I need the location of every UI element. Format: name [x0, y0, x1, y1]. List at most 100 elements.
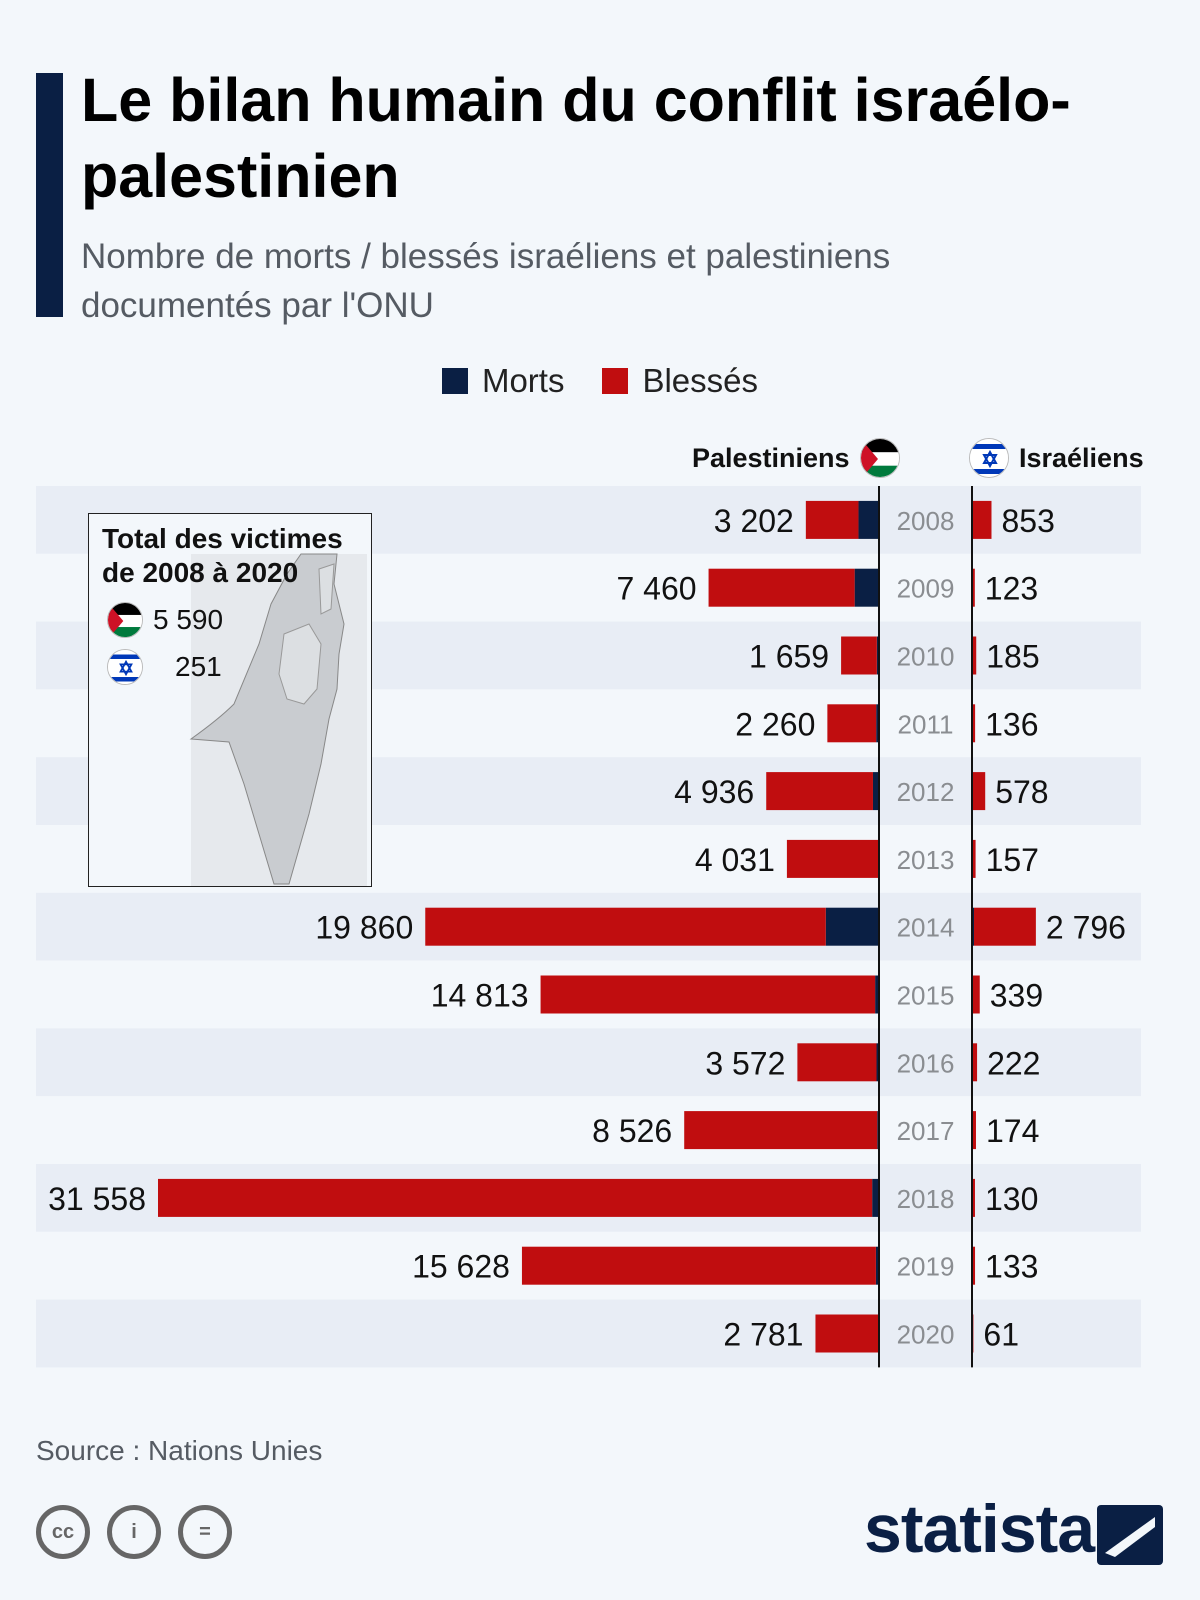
bar-palestinian-blesses [521, 1246, 876, 1285]
palestinian-total-label: 3 572 [705, 1045, 785, 1081]
legend: Morts Blessés [0, 362, 1200, 400]
bar-palestinian-morts [825, 907, 879, 946]
bar-palestinian-blesses [540, 975, 876, 1014]
bar-palestinian-morts [876, 704, 879, 743]
bar-palestinian-blesses [827, 704, 877, 743]
bar-israeli-blesses [972, 975, 980, 1014]
year-label: 2009 [897, 574, 955, 604]
palestinian-total-label: 2 260 [735, 706, 815, 742]
bar-israeli-blesses [972, 1111, 976, 1150]
israeli-total-label: 578 [995, 774, 1048, 810]
palestine-flag-icon [107, 602, 143, 638]
year-label: 2017 [897, 1116, 955, 1146]
bar-palestinian-morts [875, 975, 879, 1014]
bar-israeli-blesses [972, 1043, 978, 1082]
palestinian-total-value: 5 590 [153, 604, 224, 635]
year-label: 2020 [897, 1320, 955, 1350]
bar-palestinian-blesses [797, 1043, 877, 1082]
bar-israeli-blesses [972, 500, 992, 539]
row-background [36, 1096, 1141, 1164]
bar-palestinian-morts [872, 772, 879, 811]
row-background [36, 1028, 1141, 1097]
palestinian-total-label: 2 781 [723, 1317, 803, 1353]
bar-palestinian-blesses [425, 907, 826, 946]
bar-israeli-blesses [972, 636, 977, 675]
year-label: 2015 [897, 981, 955, 1011]
palestinian-total-label: 8 526 [592, 1113, 672, 1149]
year-label: 2012 [897, 777, 955, 807]
statista-logo-mark-icon [1097, 1505, 1163, 1565]
totals-inset: Total des victimes de 2008 à 2020 5 590 2… [88, 513, 372, 887]
palestinian-total-label: 14 813 [431, 978, 529, 1014]
palestinian-total-label: 7 460 [616, 571, 696, 607]
cc-nd-icon[interactable]: = [178, 1505, 232, 1559]
palestinian-total-label: 15 628 [412, 1249, 510, 1285]
year-label: 2013 [897, 845, 955, 875]
bar-palestinian-morts [875, 1246, 879, 1285]
legend-swatch-blesses [602, 368, 629, 394]
israeli-total-label: 222 [987, 1045, 1040, 1081]
bar-palestinian-blesses [766, 772, 873, 811]
inset-israeli-total: 251 [107, 649, 222, 685]
page-subtitle: Nombre de morts / blessés israéliens et … [81, 237, 891, 325]
israeli-total-label: 174 [986, 1113, 1039, 1149]
cc-by-icon[interactable]: i [107, 1505, 161, 1559]
israeli-total-label: 853 [1001, 503, 1054, 539]
page-title: Le bilan humain du conflit israélo-pales… [81, 66, 1071, 210]
palestinian-total-label: 4 936 [674, 774, 754, 810]
palestinian-total-label: 3 202 [714, 503, 794, 539]
bar-palestinian-morts [876, 636, 879, 675]
year-label: 2011 [898, 709, 954, 739]
bar-palestinian-morts [876, 1043, 879, 1082]
row-background [36, 1299, 1141, 1368]
palestinian-total-label: 31 558 [48, 1181, 146, 1217]
bar-israeli-blesses [972, 1178, 975, 1217]
bar-israeli-blesses [972, 704, 976, 743]
bar-palestinian-blesses [841, 636, 877, 675]
israeli-total-value: 251 [175, 651, 222, 682]
bar-palestinian-morts [854, 568, 879, 607]
palestinian-total-label: 1 659 [749, 639, 829, 675]
israeli-total-label: 133 [985, 1249, 1038, 1285]
column-header-israeliens: Israéliens [969, 438, 1144, 478]
bar-israeli-morts [972, 907, 975, 946]
column-label: Palestiniens [692, 442, 850, 473]
bar-palestinian-blesses [708, 568, 855, 607]
inset-title-line: de 2008 à 2020 [102, 557, 299, 588]
bar-palestinian-morts [858, 500, 879, 539]
inset-title: Total des victimes de 2008 à 2020 [102, 522, 343, 590]
israeli-total-label: 339 [990, 978, 1043, 1014]
legend-item-blesses: Blessés [602, 362, 758, 400]
header: Le bilan humain du conflit israélo-pales… [81, 62, 1161, 330]
israeli-total-label: 136 [985, 706, 1038, 742]
israeli-total-label: 157 [986, 842, 1039, 878]
column-label: Israéliens [1019, 442, 1144, 473]
israeli-total-label: 130 [985, 1181, 1038, 1217]
palestine-flag-icon [859, 438, 900, 478]
legend-label: Morts [481, 362, 565, 399]
inset-palestinian-total: 5 590 [107, 602, 223, 638]
bar-palestinian-blesses [158, 1178, 873, 1217]
israel-flag-icon [107, 649, 143, 685]
palestinian-total-label: 4 031 [695, 842, 775, 878]
year-label: 2019 [897, 1252, 955, 1282]
bar-palestinian-blesses [786, 839, 879, 878]
bar-palestinian-blesses [815, 1314, 879, 1353]
legend-item-morts: Morts [441, 362, 565, 400]
statista-logo[interactable]: statista [864, 1491, 1095, 1567]
israeli-total-label: 2 796 [1046, 910, 1126, 946]
bar-israeli-blesses [972, 839, 976, 878]
israeli-total-label: 61 [983, 1317, 1019, 1353]
bar-palestinian-blesses [684, 1111, 878, 1150]
bar-palestinian-morts [872, 1178, 879, 1217]
bar-israeli-blesses [972, 772, 986, 811]
column-header-palestiniens: Palestiniens [692, 438, 900, 478]
year-label: 2008 [897, 506, 955, 536]
cc-license-icon[interactable]: cc [36, 1505, 90, 1559]
israeli-total-label: 185 [986, 639, 1039, 675]
year-label: 2016 [897, 1048, 955, 1078]
bar-israeli-blesses [972, 1246, 976, 1285]
israel-flag-icon [969, 438, 1009, 478]
